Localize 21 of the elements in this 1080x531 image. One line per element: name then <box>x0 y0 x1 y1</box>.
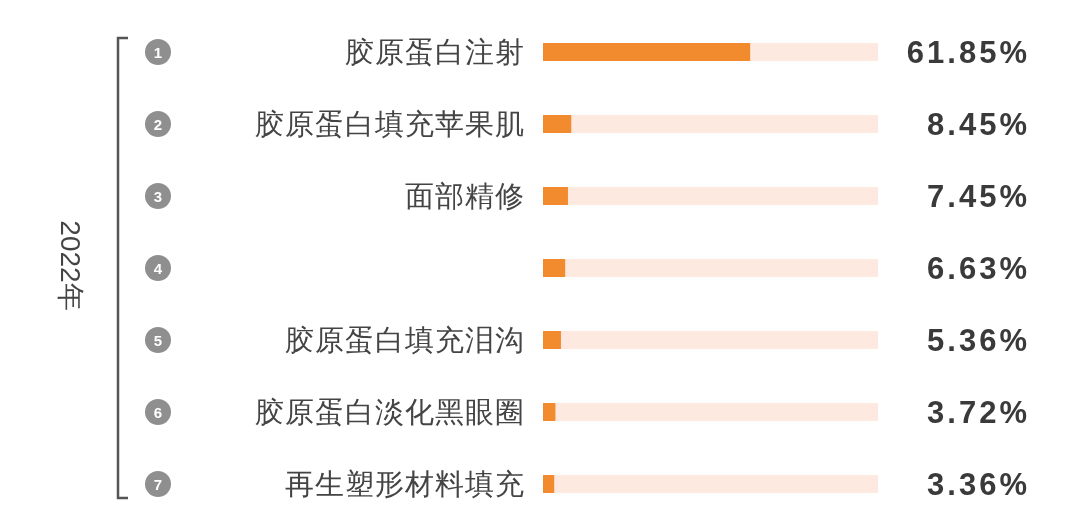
text: 7 <box>153 475 163 493</box>
data-label: 61.85% <box>906 34 1030 70</box>
text: 6 <box>153 403 163 421</box>
text: 2022年 <box>54 220 86 311</box>
data-label: 3.72% <box>927 394 1030 430</box>
text: 5 <box>153 331 163 349</box>
data-label: 5.36% <box>927 322 1030 358</box>
text: 3 <box>153 187 163 205</box>
text: 4 <box>153 259 163 277</box>
text: 1 <box>153 43 163 61</box>
y-tick-label: 胶原蛋白淡化黑眼圈 <box>255 396 525 428</box>
y-tick-label: 面部精修 <box>405 180 525 212</box>
y-tick-label: 胶原蛋白填充苹果肌 <box>255 108 525 140</box>
text: 2 <box>153 115 163 133</box>
data-label: 6.63% <box>927 250 1030 286</box>
y-tick-label: 胶原蛋白注射 <box>345 36 525 68</box>
data-label: 8.45% <box>927 106 1030 142</box>
data-label: 3.36% <box>927 466 1030 502</box>
y-tick-label: 胶原蛋白填充泪沟 <box>285 324 525 356</box>
data-label: 7.45% <box>927 178 1030 214</box>
y-tick-label: 再生塑形材料填充 <box>285 468 525 500</box>
